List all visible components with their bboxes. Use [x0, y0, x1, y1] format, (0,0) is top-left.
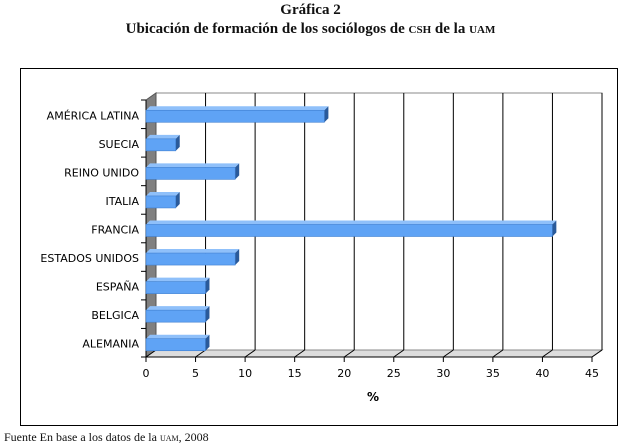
bar-top: [146, 106, 329, 111]
bar-top: [146, 334, 210, 339]
chart-frame: [20, 68, 618, 426]
floor-gridline: [591, 349, 603, 358]
floor-gridline: [443, 349, 454, 358]
bar-end: [235, 249, 240, 266]
bar: [145, 195, 177, 209]
bar: [145, 309, 206, 323]
bar-top: [146, 277, 210, 282]
chart-title: Gráfica 2: [280, 2, 341, 18]
subtitle-csh: CSH: [408, 21, 432, 37]
x-tick-label: 20: [337, 367, 351, 380]
bar-end: [205, 306, 210, 323]
y-category-label: ITALIA: [105, 195, 139, 208]
bar-end: [175, 134, 180, 151]
bar: [145, 167, 236, 180]
x-tick-label: 40: [535, 367, 549, 380]
y-category-label: AMÉRICA LATINA: [47, 109, 140, 122]
x-tick-label: 30: [436, 367, 450, 380]
subtitle-text: Ubicación de formación de los sociólogos…: [125, 21, 405, 37]
bar-top: [146, 191, 180, 196]
x-tick-label: 15: [288, 367, 302, 380]
subtitle-uam: UAM: [469, 21, 496, 37]
floor-gridline: [492, 349, 504, 358]
bar-end: [175, 191, 180, 208]
bar-end: [324, 106, 329, 123]
source-note: Fuente En base a los datos de la UAM, 20…: [4, 430, 209, 445]
bar-top: [146, 163, 240, 168]
bar-end: [205, 277, 210, 294]
chart-subtitle: Ubicación de formación de los sociólogos…: [0, 21, 621, 38]
floor-gridline: [542, 349, 553, 358]
bar-top: [146, 220, 557, 225]
x-tick-label: 45: [585, 367, 599, 380]
bar-end: [235, 163, 240, 180]
source-uam: UAM: [159, 430, 179, 444]
y-category-label: ESPAÑA: [96, 281, 140, 294]
bar-end: [205, 334, 210, 351]
plot-floor: [144, 349, 604, 358]
floor-gridline: [393, 349, 405, 358]
bar: [145, 109, 325, 123]
y-category-label: REINO UNIDO: [64, 166, 139, 179]
bar: [145, 281, 206, 294]
y-category-label: BELGICA: [91, 309, 139, 322]
y-category-label: ALEMANIA: [82, 338, 139, 351]
bar: [145, 338, 206, 352]
y-category-label: SUECIA: [99, 138, 140, 151]
x-tick-label: 25: [387, 367, 401, 380]
bar-top: [146, 306, 210, 311]
floor-gridline: [294, 349, 305, 358]
floor-gridline: [244, 349, 256, 358]
x-axis-label: %: [367, 390, 379, 404]
bar: [145, 138, 177, 152]
bar-top: [146, 134, 180, 139]
bar: [145, 224, 553, 237]
y-category-label: ESTADOS UNIDOS: [40, 252, 139, 265]
source-text: Fuente En base a los datos de la: [4, 430, 157, 444]
x-tick-label: 0: [143, 367, 150, 380]
bar: [145, 252, 236, 266]
floor-gridline: [145, 349, 157, 358]
x-tick-label: 10: [238, 367, 252, 380]
x-tick-label: 5: [192, 367, 199, 380]
source-year: , 2008: [178, 430, 209, 444]
y-category-label: FRANCIA: [91, 224, 139, 237]
subtitle-mid: de la: [434, 21, 466, 37]
floor-gridline: [195, 349, 206, 358]
x-tick-label: 35: [486, 367, 500, 380]
bar-end: [552, 220, 557, 237]
bar-top: [146, 249, 240, 254]
floor-gridline: [343, 349, 355, 358]
